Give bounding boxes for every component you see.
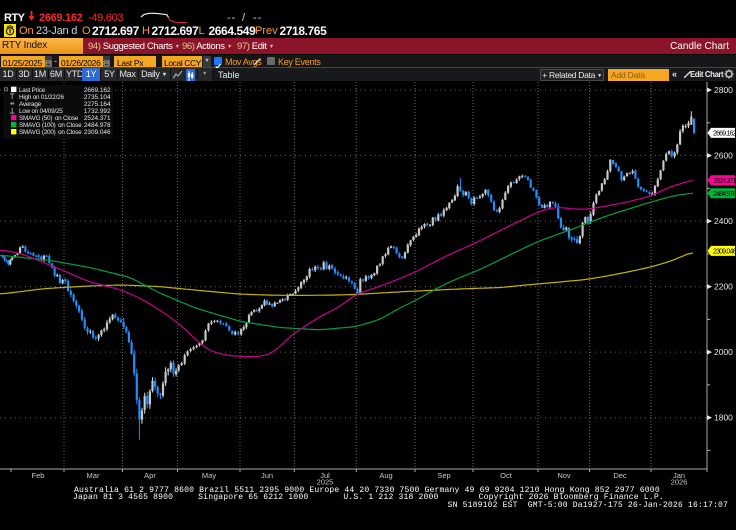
svg-text:SMAVG (100) on Close: SMAVG (100) on Close: [19, 122, 82, 129]
svg-text:2484.978: 2484.978: [713, 191, 736, 198]
svg-text:2669.162: 2669.162: [84, 87, 111, 94]
svg-text:2309.046: 2309.046: [84, 129, 111, 136]
svg-text:Mar: Mar: [87, 471, 100, 480]
svg-text:SMAVG (200) on Close: SMAVG (200) on Close: [19, 129, 82, 136]
svg-text:2026: 2026: [671, 478, 688, 487]
svg-text:Aug: Aug: [379, 471, 392, 480]
svg-text:Jun: Jun: [261, 471, 273, 480]
svg-text:Jul: Jul: [320, 471, 330, 480]
svg-text:Oct: Oct: [500, 471, 513, 480]
svg-text:2000: 2000: [714, 347, 733, 357]
svg-text:2800: 2800: [714, 85, 733, 95]
svg-text:2275.164: 2275.164: [84, 101, 111, 108]
svg-text:2484.978: 2484.978: [84, 122, 111, 129]
svg-text:2669.162: 2669.162: [713, 131, 736, 138]
svg-text:2600: 2600: [714, 151, 733, 161]
svg-text:2200: 2200: [714, 282, 733, 292]
svg-text:1732.992: 1732.992: [84, 108, 111, 115]
svg-text:2025: 2025: [317, 478, 334, 487]
svg-text:Feb: Feb: [32, 471, 45, 480]
svg-text:May: May: [202, 471, 216, 480]
svg-text:SMAVG (50) on Close: SMAVG (50) on Close: [19, 115, 79, 122]
svg-text:Average: Average: [19, 101, 42, 108]
svg-text:1800: 1800: [714, 413, 733, 423]
svg-text:2735.104: 2735.104: [84, 94, 111, 101]
svg-text:Dec: Dec: [613, 471, 627, 480]
svg-text:Sep: Sep: [437, 471, 450, 480]
svg-text:2400: 2400: [714, 216, 733, 226]
svg-text:2524.371: 2524.371: [84, 115, 111, 122]
svg-text:2524.371: 2524.371: [713, 178, 736, 185]
svg-text:Apr: Apr: [144, 471, 156, 480]
svg-text:Last Price: Last Price: [19, 87, 46, 94]
svg-text:Jan: Jan: [673, 471, 685, 480]
svg-text:Nov: Nov: [557, 471, 571, 480]
svg-text:High on 01/22/26: High on 01/22/26: [19, 94, 64, 101]
svg-text:Low on 04/09/25: Low on 04/09/25: [19, 108, 63, 115]
svg-text:2309.046: 2309.046: [713, 249, 736, 256]
